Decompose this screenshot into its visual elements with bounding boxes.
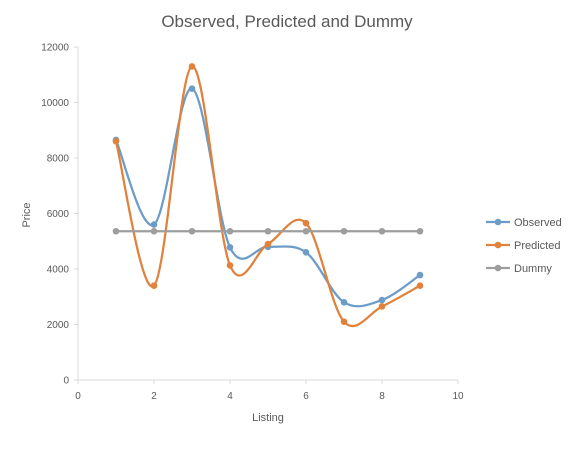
data-point-observed [416,271,424,279]
y-axis-title: Price [21,202,33,227]
data-point-dummy [264,227,272,235]
data-point-dummy [188,227,196,235]
data-point-predicted [226,262,234,269]
legend-label: Dummy [514,263,552,275]
x-axis-title: Listing [252,412,284,424]
x-tick-label: 0 [75,391,81,402]
x-tick-label: 10 [452,391,464,402]
x-tick-label: 4 [227,391,233,402]
data-point-dummy [416,227,424,235]
series-line-predicted [114,65,422,328]
legend-item-observed: Observed [486,217,562,229]
series-dummy [112,227,424,235]
series-predicted [112,63,424,328]
legend-label: Predicted [514,240,560,252]
x-tick-label: 8 [379,391,385,402]
legend-swatch-marker [494,241,502,249]
series-lines [112,63,424,328]
series-line-observed [114,87,422,308]
y-tick-label: 6000 [47,209,70,220]
y-tick-label: 12000 [41,43,69,54]
data-point-observed [188,85,196,92]
legend-item-predicted: Predicted [486,240,560,252]
data-point-predicted [340,318,348,326]
data-point-dummy [340,227,348,235]
y-tick-label: 4000 [47,265,70,276]
data-point-dummy [226,227,234,235]
data-point-dummy [378,227,386,235]
legend: Observed Predicted Dummy [486,217,562,275]
data-point-predicted [302,219,310,227]
data-point-observed [302,249,310,256]
data-point-predicted [378,303,386,310]
data-point-observed [340,299,348,306]
chart-title: Observed, Predicted and Dummy [161,12,413,31]
y-tick-label: 0 [63,376,69,387]
legend-swatch-marker [494,218,502,226]
data-point-predicted [264,240,272,248]
data-point-dummy [112,227,120,235]
data-point-predicted [188,63,196,70]
data-point-dummy [150,227,158,235]
y-tick-label: 8000 [47,154,70,165]
legend-item-dummy: Dummy [486,263,552,275]
data-point-dummy [302,227,310,235]
data-point-observed [150,221,158,228]
y-tick-label: 10000 [41,98,69,109]
data-point-observed [378,296,386,304]
y-tick-label: 2000 [47,320,70,331]
data-point-predicted [150,282,158,289]
x-tick-label: 6 [303,391,309,402]
axes: 0 2000 4000 6000 8000 10000 12000 0 2 4 6 8 10 [41,43,464,403]
x-tick-label: 2 [151,391,157,402]
legend-label: Observed [514,217,562,229]
data-point-observed [226,244,234,251]
legend-swatch-marker [494,264,502,272]
data-point-predicted [416,282,424,289]
data-point-predicted [112,138,120,145]
